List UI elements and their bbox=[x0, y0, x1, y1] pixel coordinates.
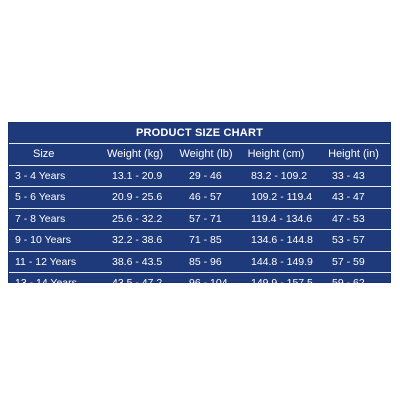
header-size: Size bbox=[9, 144, 95, 166]
cell-size: 13 - 14 Years bbox=[15, 277, 77, 290]
cell-weight-kg: 20.9 - 25.6 bbox=[95, 186, 175, 209]
header-weight-kg: Weight (kg) bbox=[95, 144, 175, 166]
cell-height-cm: 119.4 - 134.6 bbox=[237, 208, 315, 230]
cell-weight-lb: 29 - 46 bbox=[175, 165, 237, 187]
header-weight-lb: Weight (lb) bbox=[175, 144, 237, 166]
table-row: 13 - 14 Years 43.5 - 47.2 96 - 104 149.9… bbox=[9, 273, 392, 294]
cell-height-in: 33 - 43 bbox=[315, 165, 392, 187]
cell-weight-lb: 71 - 85 bbox=[175, 229, 237, 252]
cell-weight-kg: 43.5 - 47.2 bbox=[112, 277, 163, 290]
cell-height-cm: 109.2 - 119.4 bbox=[237, 186, 315, 209]
cell-height-in: 57 - 59 bbox=[315, 251, 392, 273]
cell-size: 3 - 4 Years bbox=[9, 165, 95, 187]
header-height-cm: Height (cm) bbox=[237, 144, 315, 166]
cell-weight-kg: 25.6 - 32.2 bbox=[95, 208, 175, 230]
cell-height-cm: 144.8 - 149.9 bbox=[237, 251, 315, 273]
header-height-in: Height (in) bbox=[315, 144, 392, 166]
cell-height-cm: 134.6 - 144.8 bbox=[237, 229, 315, 252]
table-row: 11 - 12 Years 38.6 - 43.5 85 - 96 144.8 … bbox=[9, 251, 392, 273]
table-row: 7 - 8 Years 25.6 - 32.2 57 - 71 119.4 - … bbox=[9, 208, 392, 230]
header-row: Size Weight (kg) Weight (lb) Height (cm)… bbox=[9, 144, 392, 166]
cell-height-in: 47 - 53 bbox=[315, 208, 392, 230]
cell-height-in: 53 - 57 bbox=[315, 229, 392, 252]
table-row: 3 - 4 Years 13.1 - 20.9 29 - 46 83.2 - 1… bbox=[9, 165, 392, 187]
size-table: Size Weight (kg) Weight (lb) Height (cm)… bbox=[9, 144, 392, 294]
cell-weight-lb: 57 - 71 bbox=[175, 208, 237, 230]
cell-size: 7 - 8 Years bbox=[9, 208, 95, 230]
table-row: 5 - 6 Years 20.9 - 25.6 46 - 57 109.2 - … bbox=[9, 186, 392, 209]
cell-height-in: 59 - 62 bbox=[332, 277, 365, 290]
cell-height-in: 43 - 47 bbox=[315, 186, 392, 209]
cell-weight-kg: 32.2 - 38.6 bbox=[95, 229, 175, 252]
cell-size: 5 - 6 Years bbox=[9, 186, 95, 209]
size-chart: PRODUCT SIZE CHART Size Weight (kg) Weig… bbox=[8, 122, 392, 289]
cell-size: 9 - 10 Years bbox=[9, 229, 95, 252]
cell-size: 11 - 12 Years bbox=[9, 251, 95, 273]
cell-weight-kg: 13.1 - 20.9 bbox=[95, 165, 175, 187]
cell-weight-kg: 38.6 - 43.5 bbox=[95, 251, 175, 273]
cell-weight-lb: 46 - 57 bbox=[175, 186, 237, 209]
cell-weight-lb: 85 - 96 bbox=[175, 251, 237, 273]
cell-height-cm: 149.9 - 157.5 bbox=[251, 277, 313, 290]
cell-weight-lb: 96 - 104 bbox=[189, 277, 228, 290]
cell-height-cm: 83.2 - 109.2 bbox=[237, 165, 315, 187]
chart-title: PRODUCT SIZE CHART bbox=[9, 123, 390, 144]
table-row: 9 - 10 Years 32.2 - 38.6 71 - 85 134.6 -… bbox=[9, 229, 392, 252]
